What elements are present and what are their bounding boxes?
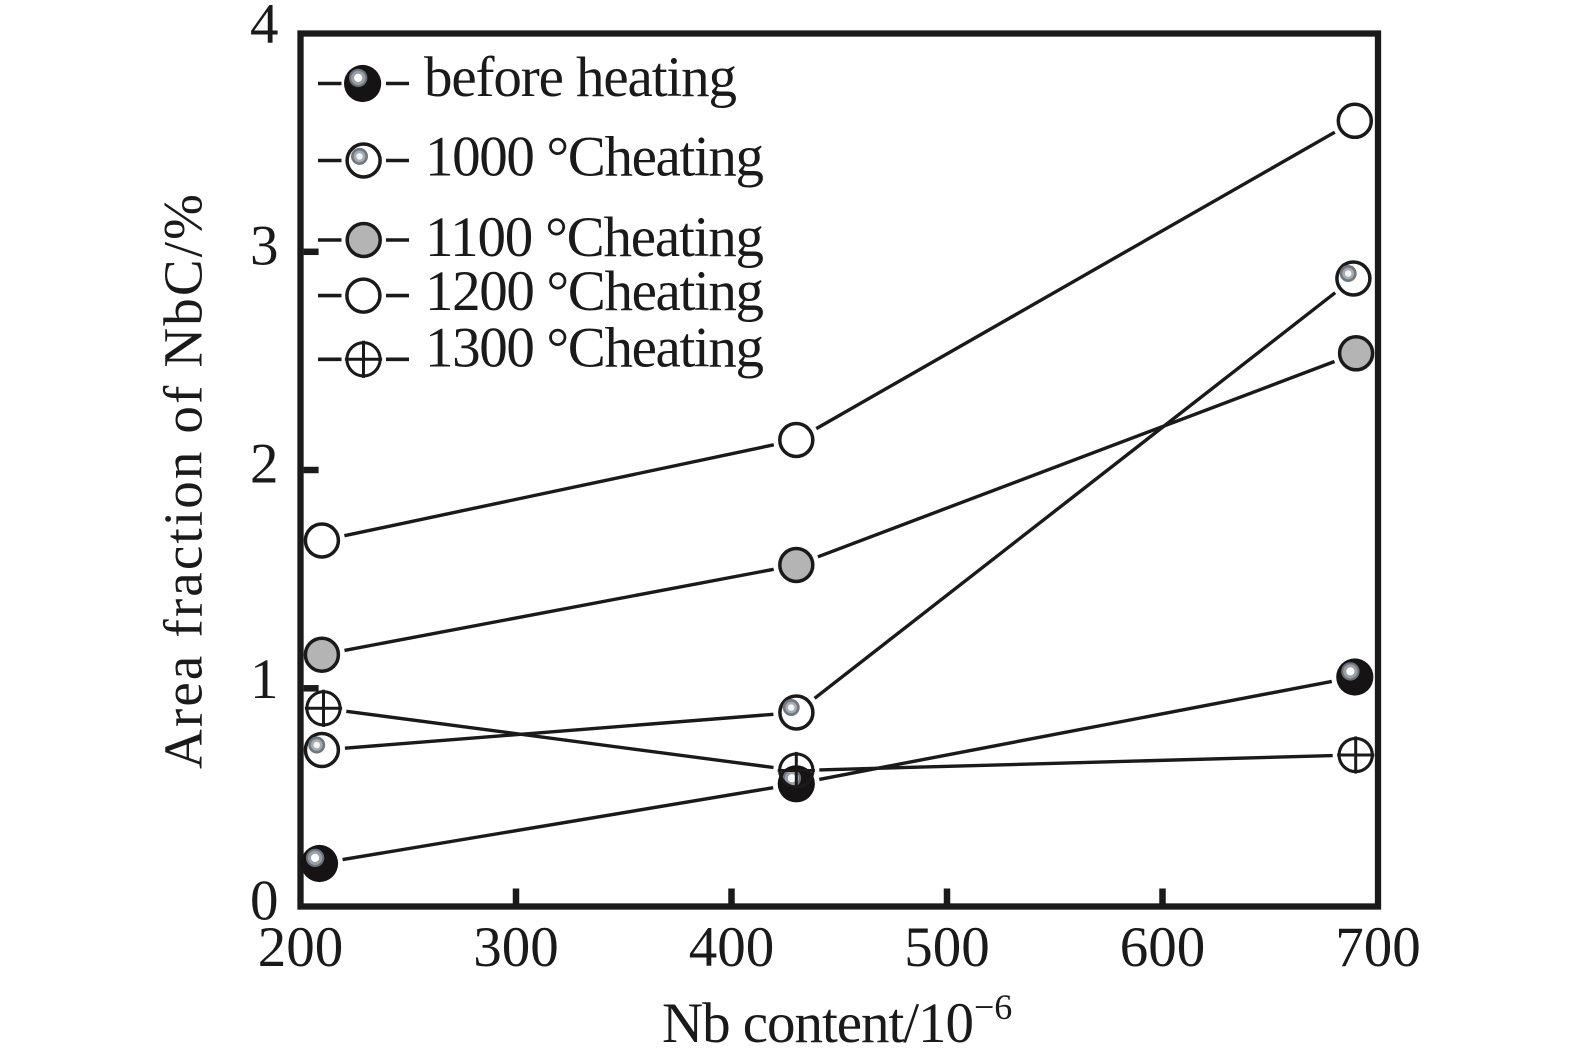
svg-text:1200 °Cheating: 1200 °Cheating <box>425 260 764 323</box>
svg-text:1100 °Cheating: 1100 °Cheating <box>425 206 764 269</box>
svg-text:3: 3 <box>250 215 279 278</box>
svg-text:Area fraction of NbC/%: Area fraction of NbC/% <box>153 194 214 769</box>
svg-text:2: 2 <box>250 433 279 496</box>
svg-text:1300 °Cheating: 1300 °Cheating <box>425 316 764 379</box>
svg-text:700: 700 <box>1335 916 1421 979</box>
svg-text:200: 200 <box>258 916 344 979</box>
svg-text:300: 300 <box>473 916 559 979</box>
svg-text:Nb content/10: Nb content/10 <box>662 992 974 1055</box>
svg-text:400: 400 <box>689 916 775 979</box>
svg-text:1000 °Cheating: 1000 °Cheating <box>425 125 764 188</box>
svg-text:−6: −6 <box>974 987 1012 1027</box>
svg-text:0: 0 <box>250 870 279 933</box>
svg-text:before heating: before heating <box>424 46 737 109</box>
svg-text:4: 4 <box>250 0 279 56</box>
svg-text:1: 1 <box>250 648 279 711</box>
svg-text:500: 500 <box>904 916 990 979</box>
svg-text:600: 600 <box>1120 916 1206 979</box>
